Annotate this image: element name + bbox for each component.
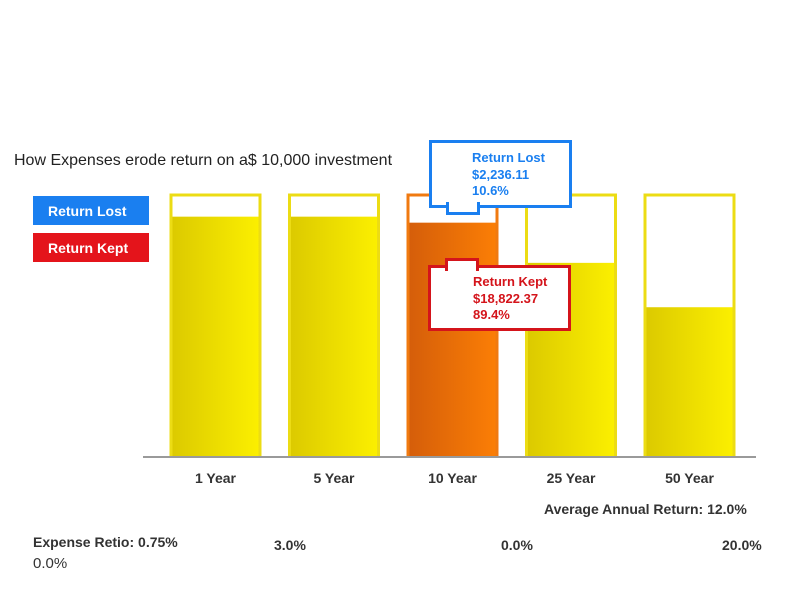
tooltip-return-kept: Return Kept $18,822.37 89.4% — [428, 258, 571, 331]
chart-title: How Expenses erode return on a$ 10,000 i… — [14, 152, 393, 169]
bar-kept-1-year[interactable] — [172, 216, 259, 456]
tooltip-return-lost: Return Lost $2,236.11 10.6% — [429, 140, 572, 215]
tooltip-kept-pointer — [445, 258, 479, 271]
slider-tick-1: 3.0% — [274, 537, 306, 553]
x-tick-label-10-year: 10 Year — [428, 470, 477, 486]
bar-kept-5-year[interactable] — [291, 216, 377, 456]
average-annual-return: Average Annual Return: 12.0% — [544, 501, 747, 517]
bar-kept-50-year[interactable] — [646, 307, 733, 456]
tooltip-kept-amount: $18,822.37 — [473, 290, 539, 306]
x-tick-label-1-year: 1 Year — [195, 470, 237, 486]
x-tick-label-50-year: 50 Year — [665, 470, 714, 486]
tooltip-kept-percent: 89.4% — [473, 307, 510, 322]
slider-tick-2: 0.0% — [501, 537, 533, 553]
x-tick-label-5-year: 5 Year — [313, 470, 355, 486]
expense-ratio-value: 0.0% — [33, 555, 68, 572]
slider-tick-3: 20.0% — [722, 537, 762, 553]
tooltip-lost-title: Return Lost — [472, 150, 545, 165]
legend-return-kept-button[interactable]: Return Kept — [33, 233, 149, 262]
expense-ratio-label: Expense Retio: 0.75% — [33, 534, 178, 550]
tooltip-lost-amount: $2,236.11 — [472, 166, 530, 182]
x-tick-label-25-year: 25 Year — [547, 470, 596, 486]
tooltip-lost-pointer — [446, 202, 480, 215]
legend-return-lost-button[interactable]: Return Lost — [33, 196, 149, 225]
tooltip-kept-title: Return Kept — [473, 274, 548, 289]
tooltip-lost-percent: 10.6% — [472, 183, 509, 198]
